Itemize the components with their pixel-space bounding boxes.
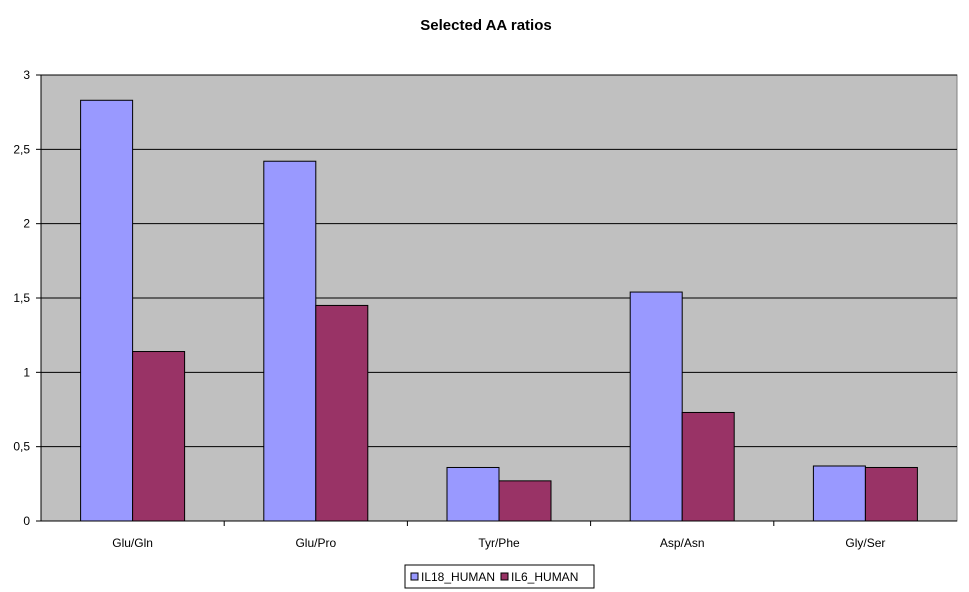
chart-title: Selected AA ratios <box>420 17 551 34</box>
x-tick-label: Gly/Ser <box>845 536 885 550</box>
legend: IL18_HUMAN IL6_HUMAN <box>404 564 595 589</box>
y-tick-label: 2 <box>23 217 30 231</box>
bar-il18-human-glu-gln <box>80 99 134 522</box>
legend-box <box>404 564 595 589</box>
bar-il6-human-tyr-phe <box>498 480 552 522</box>
x-tick-label: Glu/Pro <box>295 536 336 550</box>
bar-il18-human-asp-asn <box>629 291 683 522</box>
x-tick-label: Asp/Asn <box>660 536 705 550</box>
y-tick-label: 2,5 <box>13 142 30 156</box>
bar-il6-human-glu-pro <box>315 304 369 522</box>
bar-il18-human-gly-ser <box>812 465 866 522</box>
bar-il18-human-glu-pro <box>263 160 317 522</box>
y-tick-label: 3 <box>23 68 30 82</box>
legend-label: IL6_HUMAN <box>511 570 578 584</box>
y-tick-label: 0 <box>23 514 30 528</box>
bar-il6-human-gly-ser <box>864 466 918 522</box>
bar-il6-human-glu-gln <box>132 351 186 522</box>
y-tick-label: 1,5 <box>13 291 30 305</box>
x-tick-label: Tyr/Phe <box>478 536 520 550</box>
bar-il18-human-tyr-phe <box>446 466 500 522</box>
y-tick-label: 1 <box>23 365 30 379</box>
y-tick-label: 0,5 <box>13 440 30 454</box>
legend-swatch <box>500 572 509 581</box>
x-tick-label: Glu/Gln <box>112 536 153 550</box>
plot-area: 0 0,5 1 1,5 2 2,5 3 Glu/Gln Glu/Pro Tyr/Phe Asp/As… <box>13 68 958 550</box>
bar-il6-human-asp-asn <box>681 411 735 522</box>
legend-swatch <box>410 572 419 581</box>
legend-label: IL18_HUMAN <box>421 570 495 584</box>
